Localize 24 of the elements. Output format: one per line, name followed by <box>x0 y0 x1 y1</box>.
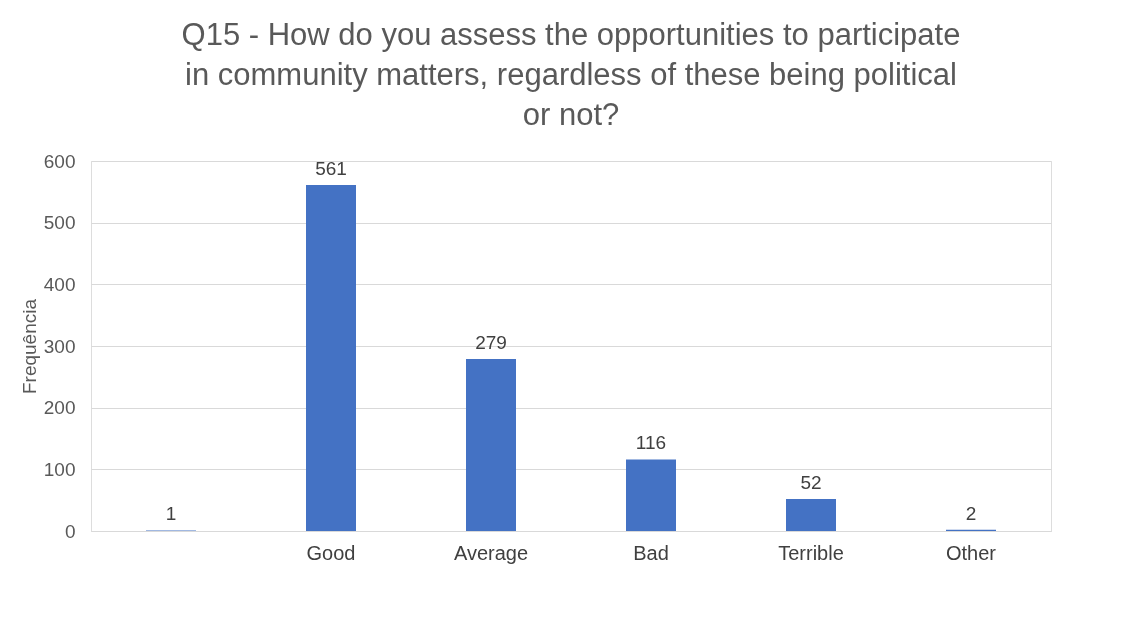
chart-title: Q15 - How do you assess the opportunities to participate in community matters, regardless of these being political or not? <box>181 17 961 132</box>
data-label: 2 <box>965 502 977 524</box>
y-tick-label: 200 <box>43 397 76 419</box>
x-tick-label: Good <box>306 541 356 564</box>
data-label: 116 <box>635 432 667 454</box>
x-tick-label: Average <box>453 541 529 564</box>
y-tick-label: 0 <box>64 520 76 542</box>
y-tick-label: 300 <box>43 335 76 357</box>
data-label: 561 <box>315 158 347 180</box>
data-label: 52 <box>800 471 822 493</box>
x-tick-label: Terrible <box>778 541 844 564</box>
bar <box>626 459 676 531</box>
x-tick-label: Other <box>945 541 997 564</box>
bar <box>786 498 836 531</box>
y-tick-label: 600 <box>43 150 76 172</box>
data-label: 279 <box>475 331 507 353</box>
x-tick-label: Bad <box>633 541 669 564</box>
bar <box>306 185 356 531</box>
y-tick-label: 100 <box>43 458 76 480</box>
y-tick-label: 500 <box>43 212 76 234</box>
y-axis-title: Frequência <box>18 298 40 395</box>
bar <box>466 358 516 531</box>
y-tick-label: 400 <box>43 273 76 295</box>
data-label: 1 <box>165 503 177 525</box>
